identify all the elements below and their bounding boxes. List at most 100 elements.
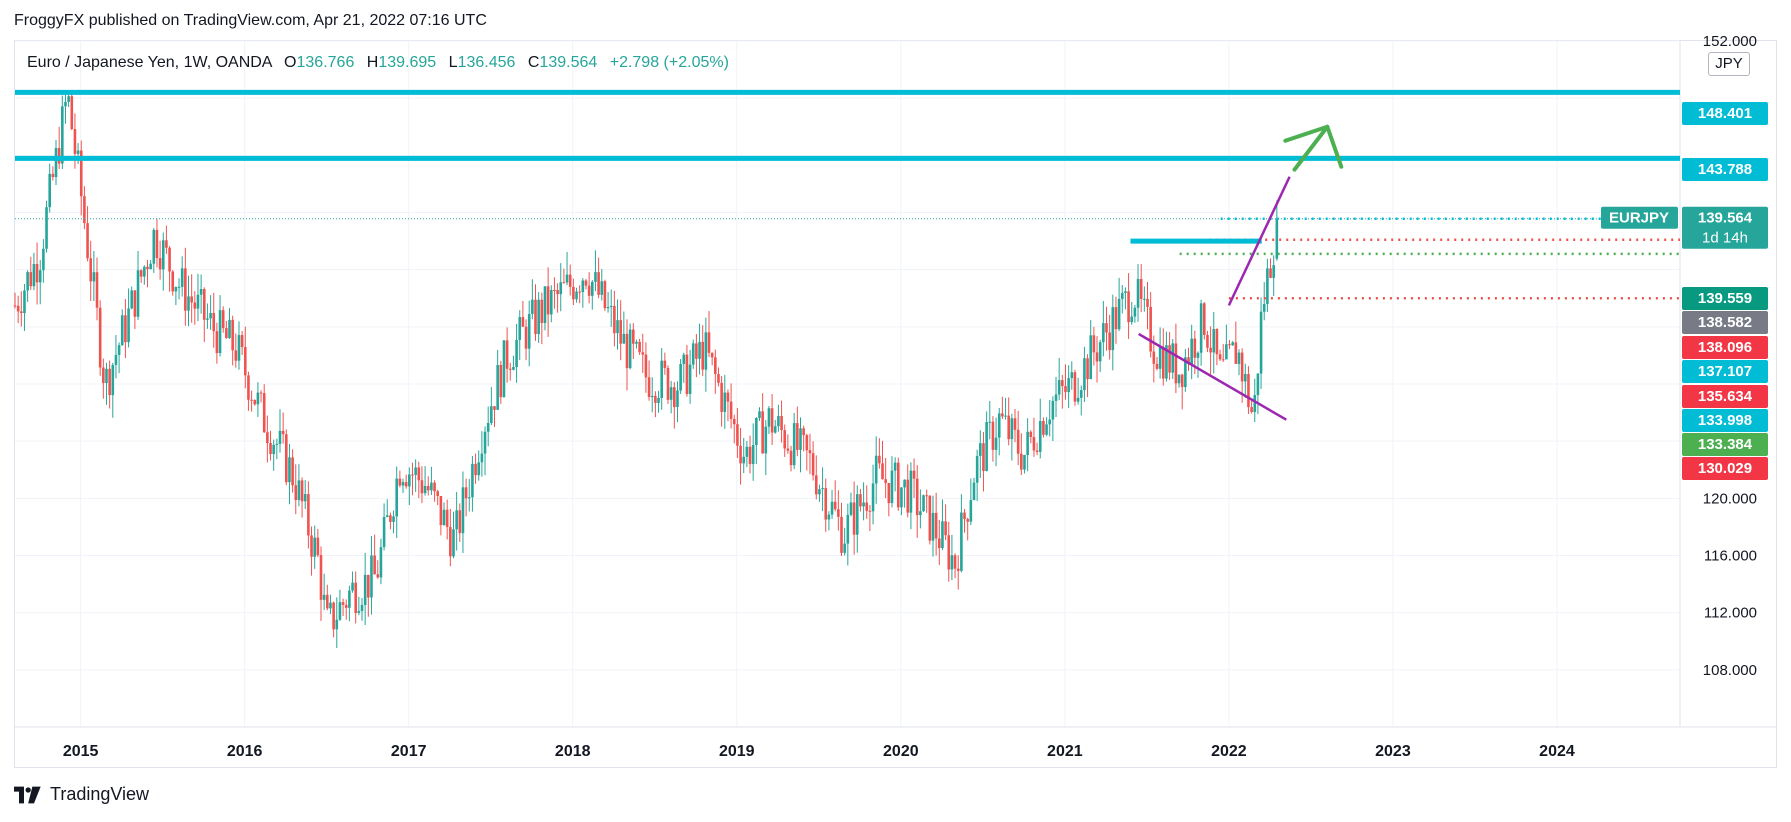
candle-body	[307, 494, 310, 536]
price-label: 143.788	[1698, 161, 1752, 178]
candle-body	[190, 296, 193, 303]
candle-body	[1256, 373, 1260, 396]
candle-body	[1143, 298, 1146, 300]
candle-body	[764, 426, 768, 454]
candle-body	[433, 482, 436, 492]
candle-body	[909, 470, 913, 513]
footer-brand[interactable]: TradingView	[14, 784, 149, 805]
candle-body	[707, 332, 711, 353]
candle-body	[534, 299, 537, 335]
legend-change: +2.798 (+2.05%)	[609, 54, 729, 71]
candle-body	[1225, 344, 1228, 360]
candle-body	[903, 479, 906, 488]
candle-body	[1073, 372, 1077, 402]
candle-body	[272, 444, 275, 455]
candle-body	[613, 305, 616, 334]
candle-body	[619, 320, 622, 344]
candle-body	[426, 485, 430, 491]
candle-body	[417, 467, 421, 481]
candle-body	[212, 313, 216, 332]
candle-body	[505, 340, 509, 369]
candle-body	[572, 286, 575, 300]
candle-body	[1057, 380, 1061, 395]
candle-body	[594, 272, 597, 282]
candle-body	[423, 485, 427, 494]
currency-unit-button[interactable]: JPY	[1708, 52, 1750, 76]
candle-body	[499, 364, 503, 398]
candle-body	[139, 270, 143, 277]
candle-body	[1051, 400, 1055, 420]
candle-body	[458, 510, 462, 534]
candle-body	[1067, 378, 1070, 393]
candle-body	[691, 343, 695, 365]
candle-body	[956, 568, 960, 571]
legend-symbol: Euro / Japanese Yen, 1W, OANDA	[27, 54, 272, 71]
price-label: 135.634	[1698, 388, 1753, 405]
candle-body	[1130, 316, 1134, 323]
candle-body	[76, 150, 80, 154]
candle-body	[483, 431, 487, 454]
candle-body	[1161, 347, 1165, 379]
candle-body	[392, 516, 395, 522]
candle-body	[303, 494, 307, 502]
candle-body	[590, 281, 594, 296]
candle-body	[253, 399, 257, 405]
candle-body	[83, 196, 86, 224]
candle-body	[685, 354, 689, 394]
candle-body	[900, 487, 903, 508]
candle-body	[1247, 373, 1250, 408]
candle-body	[1117, 298, 1121, 330]
candle-body	[537, 299, 540, 335]
candle-body	[1102, 323, 1105, 343]
candle-body	[79, 150, 83, 197]
candle-body	[783, 430, 787, 449]
x-tick-label: 2015	[63, 743, 99, 760]
candle-body	[792, 423, 796, 466]
candle-body	[556, 289, 559, 295]
candle-body	[679, 363, 682, 391]
symbol-tag-bg	[1601, 206, 1678, 229]
candle-body	[780, 415, 783, 431]
candle-body	[16, 305, 20, 312]
candle-body	[1136, 279, 1140, 308]
candle-body	[919, 511, 922, 516]
candle-body	[1105, 323, 1108, 333]
candle-body	[884, 479, 887, 483]
candle-body	[695, 343, 698, 359]
candle-body	[158, 258, 162, 270]
candle-body	[354, 582, 357, 613]
candle-body	[1023, 455, 1026, 470]
candle-body	[1237, 352, 1241, 364]
candle-body	[228, 319, 231, 339]
candle-body	[723, 392, 727, 412]
candle-body	[452, 529, 455, 557]
candle-body	[51, 173, 55, 178]
x-tick-label: 2023	[1375, 743, 1411, 760]
candle-body	[840, 516, 843, 553]
candle-body	[553, 289, 556, 291]
candle-body	[420, 480, 424, 494]
candle-body	[824, 488, 828, 520]
candle-body	[739, 445, 742, 464]
candle-body	[143, 266, 146, 277]
candle-body	[338, 602, 342, 620]
candle-body	[269, 443, 272, 455]
candle-body	[1139, 279, 1143, 299]
candle-body	[42, 248, 45, 271]
candle-body	[878, 455, 881, 464]
candle-body	[284, 434, 288, 483]
candle-body	[906, 479, 910, 513]
candle-body	[108, 368, 111, 396]
candle-body	[184, 268, 187, 311]
candle-body	[486, 423, 490, 432]
price-label: 139.559	[1698, 290, 1752, 307]
candle-body	[647, 377, 651, 398]
candle-body	[761, 411, 764, 454]
candle-body	[1168, 345, 1171, 373]
candle-body	[1061, 380, 1064, 387]
x-tick-label: 2024	[1539, 743, 1575, 760]
price-label-bg	[1682, 158, 1768, 181]
candle-body	[1218, 354, 1222, 360]
candle-body	[527, 313, 531, 349]
